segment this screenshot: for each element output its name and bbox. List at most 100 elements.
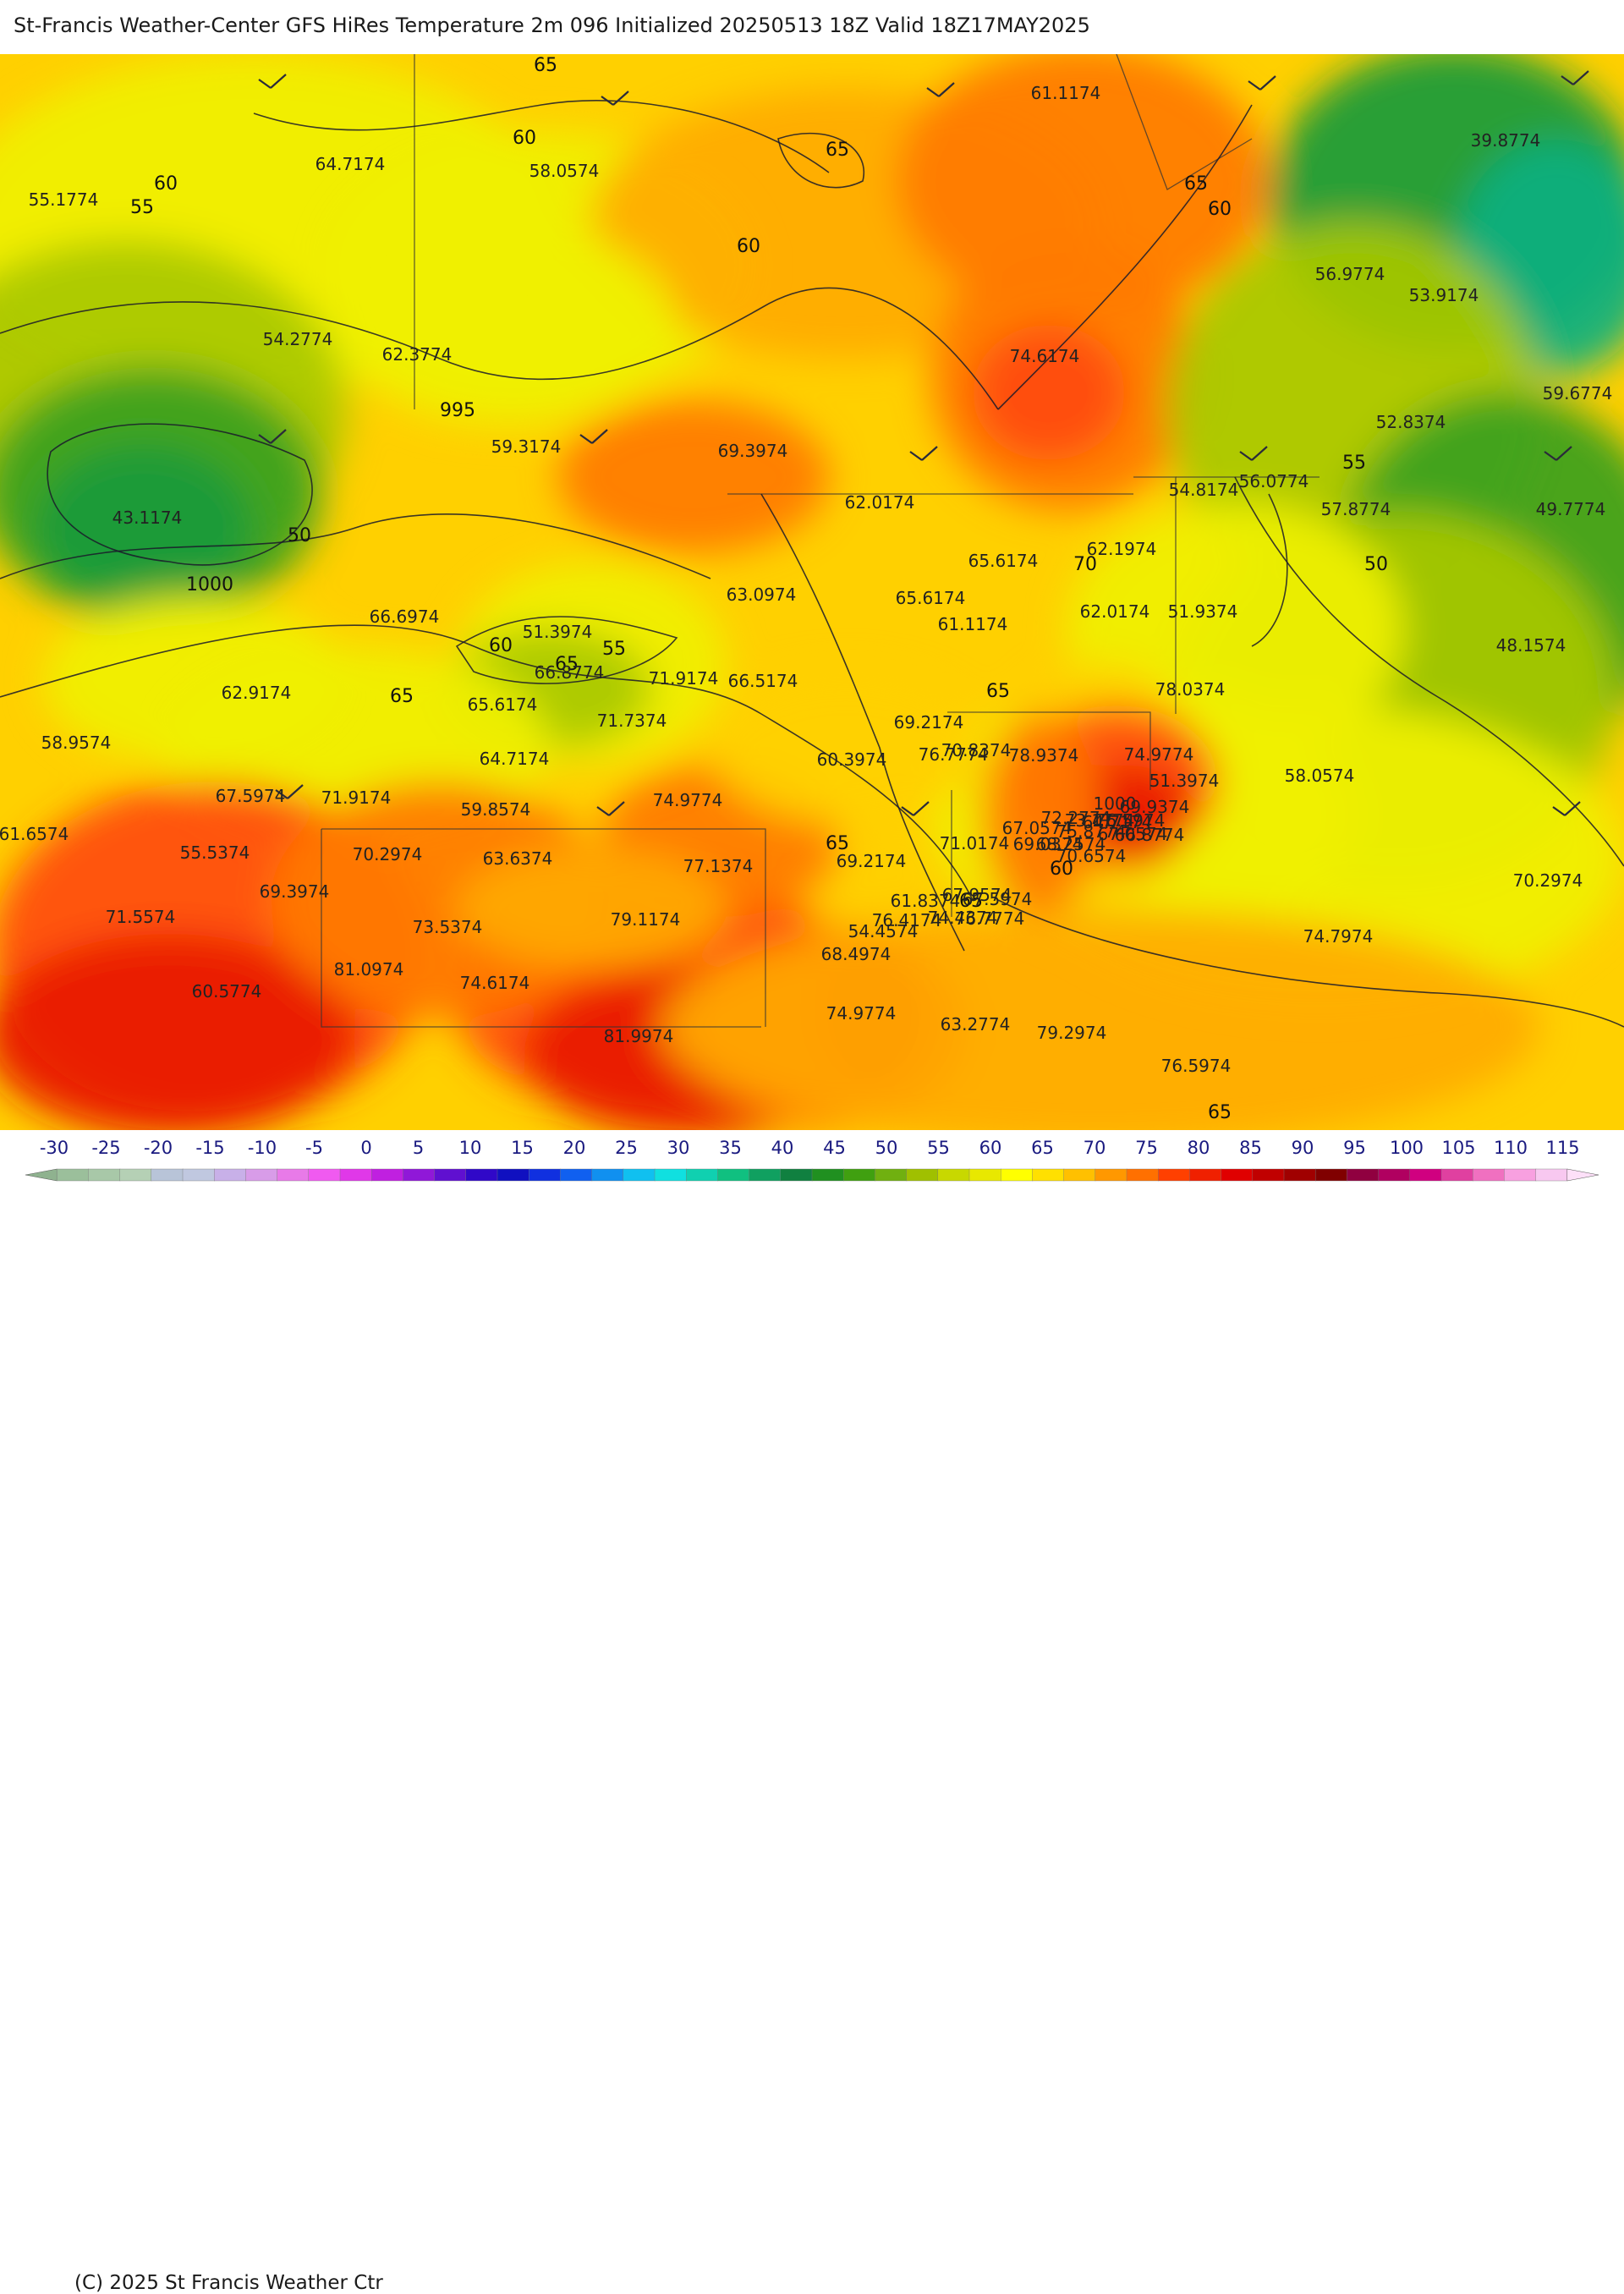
colorbar-swatch <box>1189 1168 1222 1182</box>
point-value-north-ontario: 64.7174 <box>315 154 386 174</box>
colorbar-tick-label: 35 <box>719 1138 742 1158</box>
fill-region <box>34 443 254 612</box>
point-value-atlantic-south: 54.4574 <box>848 921 919 941</box>
point-value-rhode-island: 78.9374 <box>1009 745 1079 766</box>
wind-barb-icon <box>596 801 625 816</box>
point-value-pennsylvania-south: 72.2774 <box>1041 808 1111 828</box>
point-value-adirondacks: 65.6174 <box>896 588 966 608</box>
point-value-new-jersey-coast: 61.8374 <box>891 891 961 911</box>
colorbar-swatch <box>1000 1168 1034 1182</box>
point-value-new-jersey: 70.2974 <box>353 844 423 864</box>
point-value-nova-scotia-south: 49.7774 <box>1536 499 1606 519</box>
colorbar-swatch <box>119 1168 152 1182</box>
point-value-lake-erie-east: 66.8774 <box>535 662 605 683</box>
contour-label: 65 <box>1208 1102 1232 1123</box>
colorbar-ticks: -30 -25 -20 -15 -10 -5 0 5 10 15 20 25 30 35 40 45 50 55 6… <box>40 1138 1580 1158</box>
colorbar-swatch <box>1378 1168 1411 1182</box>
point-value-lake-erie: 65.6174 <box>468 694 538 715</box>
point-value-maine-coast: 56.0774 <box>1239 471 1309 491</box>
point-value-labrador: 39.8774 <box>1471 130 1541 151</box>
colorbar-swatch <box>1063 1168 1096 1182</box>
point-value-virginia-south: 81.9974 <box>604 1026 674 1046</box>
contour-label: 65 <box>986 681 1010 702</box>
point-value-virginia-north: 76.4174 <box>872 910 942 930</box>
colorbar-swatch <box>1440 1168 1473 1182</box>
point-value-west-virginia: 67.5974 <box>963 889 1033 909</box>
fill-region <box>0 934 355 1130</box>
point-value-west-virginia-north: 68.2574 <box>1036 834 1106 854</box>
colorbar-swatch <box>968 1168 1001 1182</box>
colorbar-tick-label: 55 <box>927 1138 950 1158</box>
colorbar-swatch <box>1535 1168 1568 1182</box>
point-value-maryland: 71.5574 <box>106 907 176 927</box>
colorbar-tick-label: -15 <box>195 1138 224 1158</box>
colorbar-tick-label: -20 <box>144 1138 173 1158</box>
contour-line <box>777 132 865 189</box>
contour-label: 60 <box>737 236 760 257</box>
point-value-ottawa-valley: 69.3974 <box>718 441 788 461</box>
point-value-massachusetts: 78.0374 <box>1155 679 1226 700</box>
colorbar-swatch <box>1283 1168 1316 1182</box>
colorbar-swatch <box>182 1168 215 1182</box>
point-value-vermont: 65.6174 <box>968 551 1039 571</box>
point-value-west-virginia-south: 68.4974 <box>821 944 892 964</box>
wind-barb-icon <box>926 82 955 97</box>
colorbar-swatch <box>749 1168 782 1182</box>
colorbar-swatch <box>875 1168 908 1182</box>
point-value-pennsylvania-nw: 71.9174 <box>321 788 392 808</box>
colorbar-swatch <box>308 1168 341 1182</box>
colorbar-swatch <box>371 1168 404 1182</box>
colorbar-tick-label: 105 <box>1441 1138 1475 1158</box>
colorbar-tick-label: -30 <box>40 1138 69 1158</box>
point-value-kentucky: 79.1174 <box>611 909 681 930</box>
point-value-tennessee: 79.2974 <box>1037 1023 1107 1043</box>
point-value-atlantic-east: 59.6774 <box>1543 383 1613 403</box>
contour-label: 60 <box>489 635 513 656</box>
colorbar-swatch <box>1472 1168 1506 1182</box>
colorbar-swatch <box>403 1168 436 1182</box>
point-value-finger-lakes: 71.9174 <box>649 668 719 689</box>
wind-barb-icon <box>275 784 304 799</box>
point-value-pennsylvania-southeast: 64.7174 <box>1083 812 1153 832</box>
colorbar-tick-label: 75 <box>1135 1138 1158 1158</box>
point-value-atlantic-southeast: 51.3974 <box>1149 771 1220 791</box>
colorbar-tick-label: 45 <box>823 1138 846 1158</box>
contour-line <box>760 493 965 952</box>
wind-barb-icon <box>258 74 287 89</box>
colorbar-swatch <box>1095 1168 1127 1182</box>
point-value-connecticut-north: 70.8374 <box>941 740 1012 760</box>
point-value-delaware: 76.7774 <box>955 908 1025 929</box>
colorbar-tick-label: 50 <box>875 1138 898 1158</box>
fill-region <box>660 908 1539 1130</box>
point-value-virginia-west: 67.9574 <box>942 885 1012 905</box>
colorbar-swatch <box>843 1168 876 1182</box>
point-value-kentucky-west: 73.5374 <box>413 917 483 937</box>
colorbar-swatch <box>811 1168 844 1182</box>
contour-label: 60 <box>1050 859 1073 880</box>
fill-region <box>973 325 1125 460</box>
map-title: St-Francis Weather-Center GFS HiRes Temp… <box>14 14 1090 37</box>
contour-label: 1000 <box>186 574 233 595</box>
contour-label: 50 <box>1364 554 1388 575</box>
colorbar-tick-label: 85 <box>1239 1138 1262 1158</box>
point-value-illinois: 58.9574 <box>41 733 112 753</box>
contour-line <box>1251 493 1288 647</box>
point-value-north-quebec: 58.0574 <box>529 161 600 181</box>
colorbar-swatches <box>25 1168 1599 1182</box>
wind-barb-icon <box>1544 446 1572 461</box>
colorbar-swatch <box>213 1168 247 1182</box>
contour-label: 55 <box>1342 453 1366 474</box>
point-value-maine-south-coast: 51.9374 <box>1168 601 1238 622</box>
point-value-virginia: 74.6174 <box>460 973 530 993</box>
contour-lines <box>0 100 1624 1028</box>
title-bar: St-Francis Weather-Center GFS HiRes Temp… <box>0 0 1624 54</box>
colorbar-tick-label: 30 <box>667 1138 690 1158</box>
copyright-text: (C) 2025 St Francis Weather Ctr <box>74 2272 383 2294</box>
wind-barb-icon <box>909 446 938 461</box>
border-line <box>321 829 761 1028</box>
point-value-kentucky-east: 74.4374 <box>928 908 998 928</box>
colorbar-swatch <box>717 1168 750 1182</box>
point-value-indiana: 58.0574 <box>1285 766 1355 786</box>
contour-label: 55 <box>130 197 154 218</box>
point-value-gulf-of-maine-north: 57.8774 <box>1321 499 1391 519</box>
